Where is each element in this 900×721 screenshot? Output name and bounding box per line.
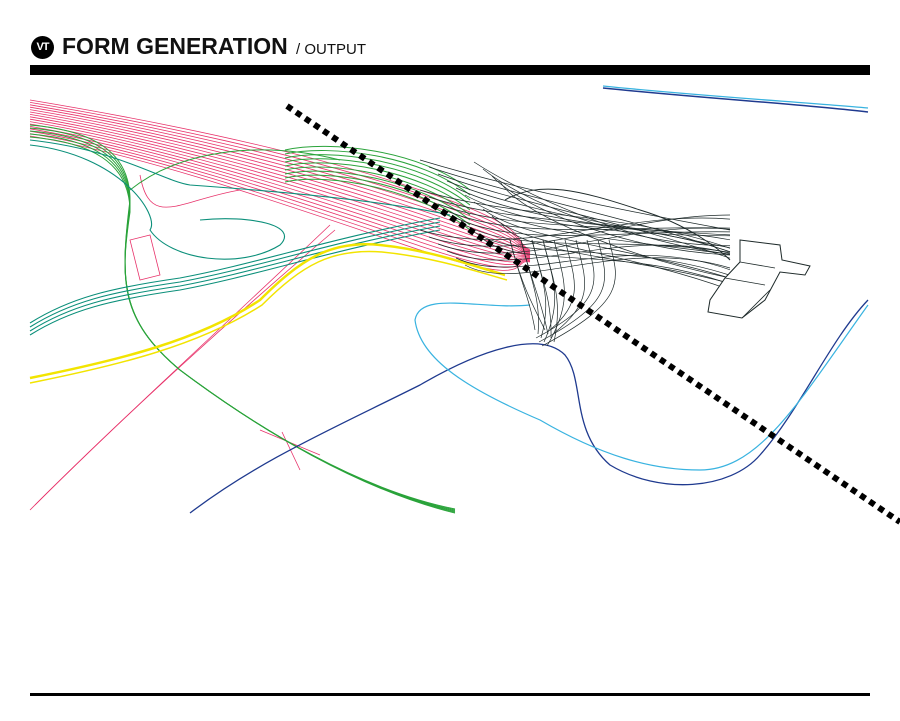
yellow-road-line <box>29 250 508 384</box>
page-title: FORM GENERATION <box>62 33 288 59</box>
dark-path-line <box>500 182 731 279</box>
dark-path-line <box>538 239 605 343</box>
green-road-line <box>284 154 471 201</box>
dark-path-line <box>531 239 552 339</box>
dark-path-line <box>552 239 586 335</box>
green-road-line <box>284 166 471 216</box>
dark-path-line <box>428 166 731 253</box>
navy-road-line <box>602 87 869 113</box>
dark-path-line <box>535 239 595 339</box>
dark-path-line <box>437 203 731 241</box>
green-road-line <box>284 150 471 196</box>
dark-path-line <box>549 239 575 331</box>
dark-path-line <box>473 231 731 276</box>
dark-path-line <box>437 227 731 254</box>
dark-path-line <box>446 244 731 261</box>
green-road-line <box>29 124 456 514</box>
green-road-line <box>29 127 456 513</box>
teal-road-line <box>29 225 441 332</box>
teal-road-line <box>29 139 451 216</box>
dark-path-line <box>446 210 731 230</box>
green-road-line <box>284 170 471 221</box>
green-road-line <box>284 174 471 226</box>
teal-road-line <box>29 221 441 328</box>
pink-road-line <box>29 106 531 253</box>
pink-road-line <box>29 114 531 256</box>
yellow-road-line <box>29 243 506 380</box>
dashed-boundary-line <box>285 103 900 525</box>
light-blue-road-line <box>414 302 869 471</box>
dark-path-line <box>520 239 549 335</box>
green-road-line <box>284 145 471 191</box>
dark-path-line <box>491 175 731 256</box>
green-road-line <box>29 133 456 511</box>
pink-road-line <box>129 234 161 281</box>
dark-path-line <box>509 239 546 331</box>
dark-path-line <box>455 254 731 271</box>
light-blue-road-line <box>602 85 869 109</box>
pink-road-line <box>29 116 531 256</box>
green-road-line <box>284 158 471 206</box>
teal-road-line <box>29 217 441 324</box>
dark-path-line <box>542 239 558 343</box>
vt-logo: VT <box>31 36 54 59</box>
dark-path-line <box>428 214 731 247</box>
pink-road-line <box>29 104 531 252</box>
pink-road-line <box>34 229 336 506</box>
teal-road-line <box>29 144 286 260</box>
dark-path-line <box>419 189 731 249</box>
pink-road-line <box>29 118 531 257</box>
dark-path-line <box>419 159 731 231</box>
page-subtitle: / OUTPUT <box>296 41 366 58</box>
footer-rule <box>30 693 870 696</box>
dark-path-line <box>455 217 731 236</box>
dark-path-line <box>541 239 616 347</box>
green-road-line <box>129 149 341 191</box>
pink-road-line <box>139 174 241 208</box>
pink-road-line <box>29 121 531 258</box>
green-road-line <box>284 178 471 231</box>
dark-path-line <box>491 215 731 291</box>
pink-road-line <box>29 123 531 259</box>
dark-path-line <box>482 168 731 247</box>
dark-path-line <box>437 173 731 259</box>
dark-path-line <box>464 257 731 275</box>
building-outline <box>724 261 776 319</box>
dark-path-line <box>455 187 731 236</box>
dark-path-line <box>419 217 731 240</box>
dark-path-line <box>504 188 731 261</box>
pink-road-line <box>29 109 531 254</box>
green-road-line <box>284 162 471 211</box>
navy-road-line <box>189 299 869 514</box>
green-road-line <box>29 136 456 510</box>
teal-road-line <box>29 229 441 336</box>
header-bar <box>30 65 870 75</box>
dark-path-line <box>428 196 731 253</box>
